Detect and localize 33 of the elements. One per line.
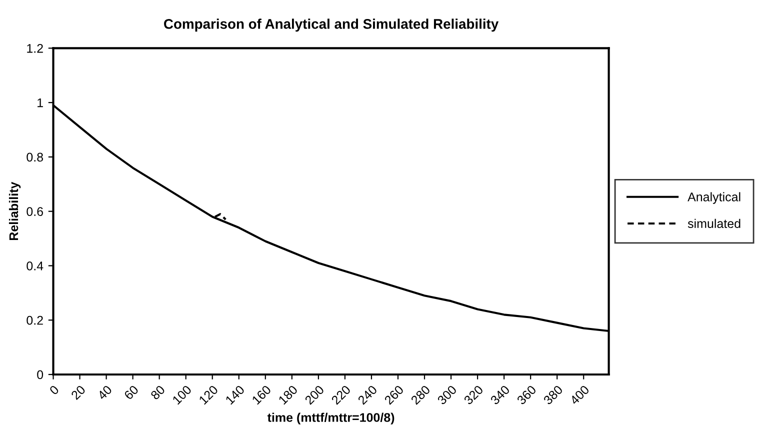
chart-title: Comparison of Analytical and Simulated Reliability — [164, 18, 499, 32]
x-tick-label: 220 — [330, 384, 352, 406]
x-tick-label: 40 — [96, 384, 112, 400]
x-tick-label: 140 — [225, 384, 246, 405]
x-tick-label: 400 — [569, 384, 590, 406]
x-tick-label: 0 — [48, 384, 60, 396]
x-tick-label: 180 — [278, 384, 298, 405]
x-tick-label: 340 — [490, 384, 510, 406]
x-tick-label: 240 — [357, 384, 378, 406]
x-tick-label: 20 — [70, 384, 86, 400]
x-tick-label: 280 — [410, 384, 431, 406]
x-tick-label: 80 — [150, 384, 166, 400]
x-tick-label: 160 — [252, 384, 272, 405]
y-tick-label: 0.4 — [26, 262, 44, 270]
y-tick-label: 1.2 — [27, 44, 43, 53]
y-tick-label: 0 — [37, 370, 44, 380]
legend-label: simulated — [688, 218, 740, 228]
y-axis-title: Reliability — [8, 182, 21, 240]
y-tick-label: 0.8 — [26, 152, 44, 162]
x-tick-label: 320 — [463, 384, 484, 406]
x-tick-label: 100 — [172, 384, 192, 405]
y-tick-label: 0.6 — [26, 207, 43, 216]
legend-label: Analytical — [688, 192, 740, 204]
x-tick-label: 300 — [436, 384, 458, 406]
x-tick-label: 260 — [384, 384, 404, 406]
x-tick-label: 200 — [304, 384, 325, 406]
x-axis-title: time (mttf/mttr=100/8) — [267, 412, 394, 424]
y-tick-label: 0.2 — [26, 316, 43, 325]
y-tick-label: 1 — [38, 98, 43, 108]
x-tick-label: 380 — [542, 384, 564, 406]
x-tick-label: 360 — [516, 384, 537, 406]
x-tick-label: 120 — [198, 384, 219, 405]
x-tick-label: 60 — [124, 384, 139, 400]
